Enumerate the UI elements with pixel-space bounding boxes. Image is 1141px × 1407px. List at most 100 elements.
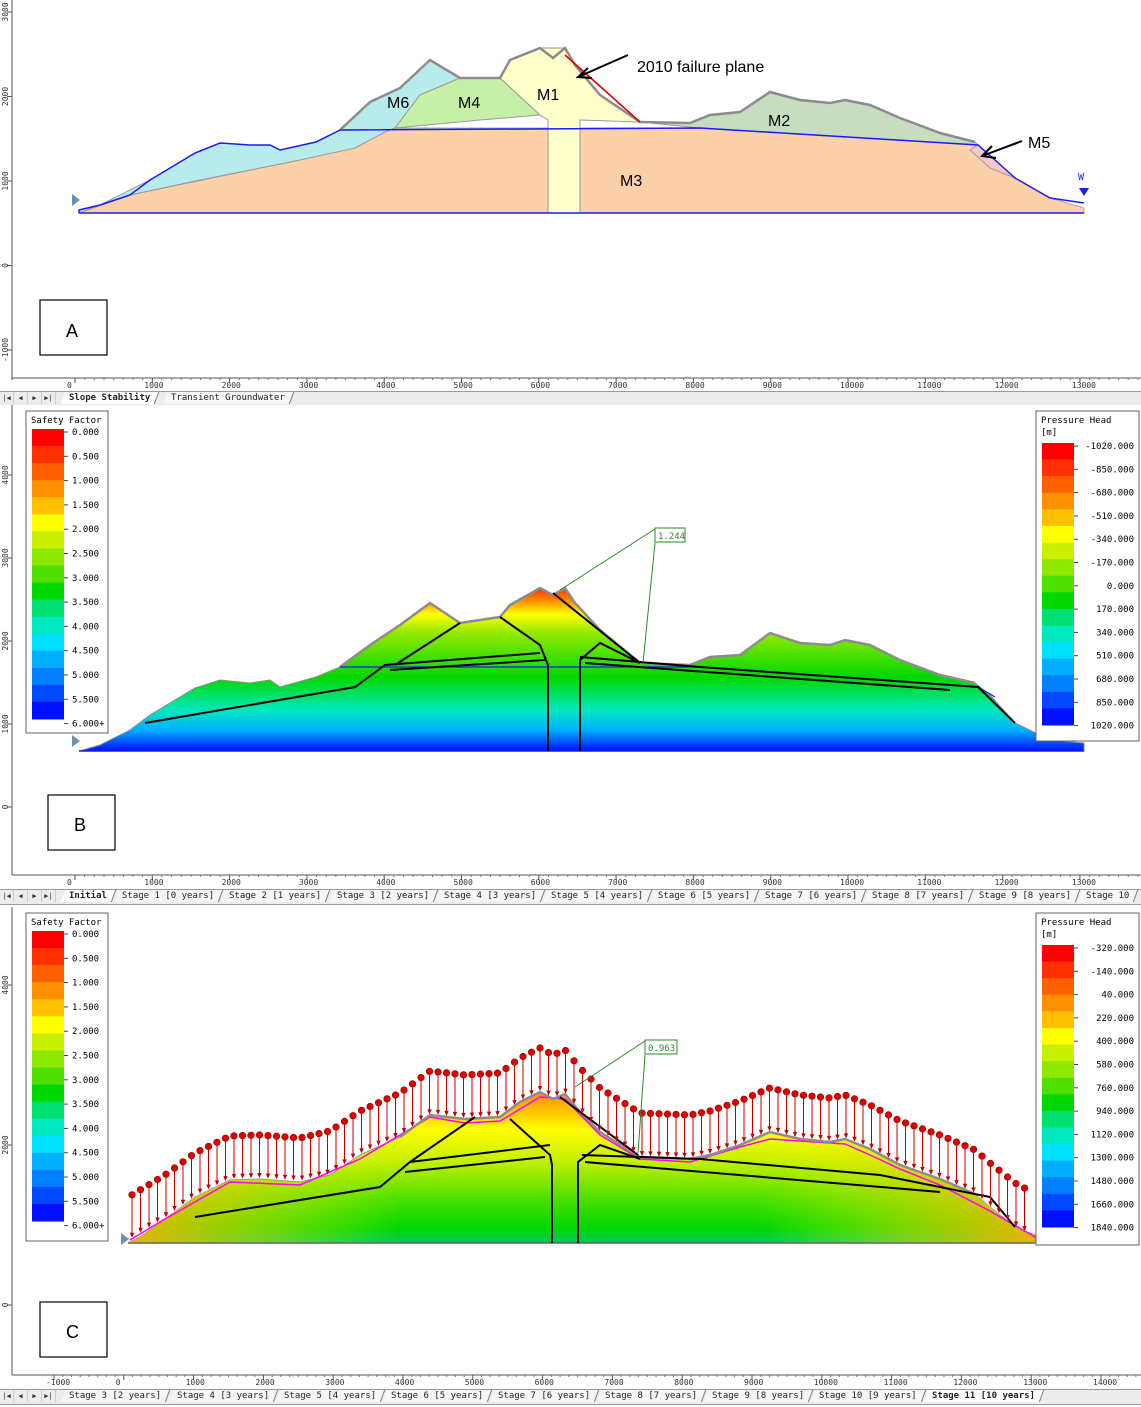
legend-label: 510.000: [1096, 652, 1134, 662]
legend-label: -320.000: [1091, 944, 1134, 954]
load-arrowhead: [945, 1176, 951, 1182]
stage-tab[interactable]: Stage 2 [1 years]: [221, 890, 331, 902]
load-marker: [621, 1100, 629, 1108]
legend-label: 0.500: [72, 954, 99, 964]
legend-swatch: [1042, 509, 1074, 527]
load-marker: [986, 1159, 995, 1167]
legend-label: 760.000: [1096, 1084, 1134, 1094]
left-support-icon: [72, 735, 80, 747]
load-marker: [961, 1142, 969, 1150]
legend-swatch: [1042, 1160, 1074, 1178]
last-tab-button[interactable]: ▶|: [42, 890, 56, 902]
legend-label: 940.000: [1096, 1107, 1134, 1117]
x-tick-label: 5000: [454, 381, 473, 390]
prev-tab-button[interactable]: ◀: [14, 392, 28, 404]
stage-tab[interactable]: Stage 11 [10 years]: [923, 1390, 1044, 1402]
stage-tab-label: Stage 5 [4 years]: [283, 1391, 376, 1401]
first-tab-button[interactable]: |◀: [0, 392, 14, 404]
legend-swatch: [32, 582, 64, 601]
load-arrowhead: [750, 1133, 755, 1139]
stage-tab[interactable]: Stage 7 [6 years]: [756, 890, 867, 902]
load-marker: [340, 1117, 349, 1125]
stage-tab[interactable]: Stage 10: [1078, 890, 1140, 902]
tab-slope-stability[interactable]: Slope Stability: [61, 392, 160, 404]
legend-swatch: [1042, 1193, 1074, 1211]
load-marker: [774, 1086, 782, 1094]
tab-transient-groundwater[interactable]: Transient Groundwater: [162, 392, 295, 404]
load-marker: [978, 1152, 986, 1160]
legend-swatch: [1042, 658, 1074, 676]
legend-swatch: [1042, 625, 1074, 643]
legend-label: 40.000: [1101, 991, 1134, 1001]
load-arrowhead: [418, 1115, 424, 1121]
next-tab-button[interactable]: ▶: [28, 392, 42, 404]
x-tick-label: 2000: [255, 1378, 274, 1387]
stage-tab[interactable]: Stage 6 [5 years]: [649, 890, 760, 902]
last-tab-button[interactable]: ▶|: [42, 1390, 56, 1402]
first-tab-button[interactable]: |◀: [0, 1390, 14, 1402]
load-arrowhead: [996, 1208, 1002, 1214]
stage-tab-label: Stage 9 [8 years]: [712, 1391, 805, 1401]
stage-tab[interactable]: Stage 10 [9 years]: [811, 1390, 927, 1402]
load-arrowhead: [894, 1157, 900, 1163]
legend-label: 5.500: [72, 1197, 99, 1207]
load-arrowhead: [529, 1090, 534, 1096]
legend-title: Safety Factor: [31, 416, 102, 426]
y-tick-label: 1000: [1, 714, 10, 733]
x-tick-label: 3000: [299, 878, 318, 887]
pressure-head-contour: [78, 587, 1085, 752]
legend-swatch: [32, 1101, 64, 1120]
x-tick-label: 12000: [995, 878, 1019, 887]
stage-tab[interactable]: Stage 5 [4 years]: [275, 1390, 385, 1402]
load-arrowhead: [911, 1163, 917, 1169]
stage-tab[interactable]: Stage 4 [3 years]: [435, 890, 546, 902]
stage-tab[interactable]: Stage 1 [0 years]: [114, 890, 224, 902]
legend-label: 2.000: [72, 1027, 99, 1037]
load-arrowhead: [512, 1100, 517, 1106]
load-marker: [952, 1138, 961, 1146]
load-arrowhead: [775, 1127, 781, 1133]
load-marker: [825, 1094, 833, 1102]
stage-tab[interactable]: Initial: [61, 890, 117, 902]
load-arrowhead: [410, 1121, 415, 1127]
first-tab-button[interactable]: |◀: [0, 890, 14, 902]
stage-tab[interactable]: Stage 8 [7 years]: [864, 890, 974, 902]
load-marker: [451, 1070, 459, 1078]
legend-swatch: [32, 1186, 64, 1205]
stage-tab[interactable]: Stage 4 [3 years]: [168, 1390, 278, 1402]
y-tick-label: 3000: [1, 2, 10, 21]
load-marker: [910, 1122, 918, 1130]
load-marker: [714, 1104, 723, 1112]
pressure-head-legend: Pressure Head [m] -320.000 -140.000 40.000…: [1035, 912, 1140, 1246]
prev-tab-button[interactable]: ◀: [14, 1390, 28, 1402]
load-arrowhead: [325, 1169, 330, 1175]
next-tab-button[interactable]: ▶: [28, 1390, 42, 1402]
load-marker: [289, 1133, 298, 1142]
stage-tab[interactable]: Stage 3 [2 years]: [328, 890, 438, 902]
legend-label: 0.000: [1107, 582, 1134, 592]
stage-tab[interactable]: Stage 9 [8 years]: [703, 1390, 814, 1402]
tabbar-b: |◀ ◀ ▶ ▶| Initial Stage 1 [0 years] Stage 2 […: [0, 889, 1141, 905]
stage-tab[interactable]: Stage 6 [5 years]: [382, 1390, 493, 1402]
load-arrowhead: [155, 1217, 160, 1223]
stage-tab[interactable]: Stage 8 [7 years]: [596, 1390, 707, 1402]
load-arrowhead: [129, 1232, 135, 1238]
x-tick-label: 6000: [531, 878, 550, 887]
legend-swatch: [32, 701, 64, 720]
load-arrowhead: [316, 1171, 322, 1177]
stage-tab[interactable]: Stage 5 [4 years]: [542, 890, 653, 902]
stage-tab-label: Stage 3 [2 years]: [69, 1391, 162, 1401]
stage-tab[interactable]: Stage 7 [6 years]: [489, 1390, 600, 1402]
last-tab-button[interactable]: ▶|: [42, 392, 56, 404]
load-marker: [748, 1091, 757, 1100]
prev-tab-button[interactable]: ◀: [14, 890, 28, 902]
load-arrowhead: [605, 1131, 611, 1136]
stage-tab[interactable]: Stage 3 [2 years]: [61, 1390, 171, 1402]
next-tab-button[interactable]: ▶: [28, 890, 42, 902]
stage-tab[interactable]: Stage 9 [8 years]: [971, 890, 1081, 902]
load-marker: [536, 1044, 544, 1052]
legend-swatch: [1042, 443, 1074, 461]
legend-label: 0.000: [72, 428, 99, 438]
legend-swatch: [1042, 675, 1074, 693]
stage-tab-label: Stage 8 [7 years]: [872, 891, 965, 901]
